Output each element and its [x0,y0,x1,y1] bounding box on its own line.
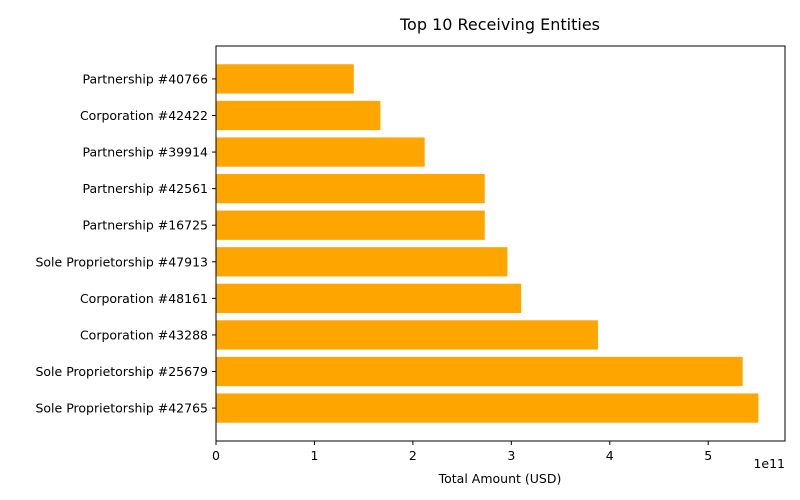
y-tick-label: Partnership #39914 [83,145,209,160]
x-axis-offset-label: 1e11 [753,456,785,471]
y-tick-label: Partnership #42561 [83,181,208,196]
bar [216,283,522,313]
bar [216,100,381,131]
bar [216,210,485,240]
x-tick-label: 5 [704,448,712,463]
x-tick-layer: 0 1 2 3 4 5 [212,441,712,463]
bar [216,137,425,167]
bar [216,393,759,423]
plot-frame [215,45,786,442]
bar [216,64,354,94]
y-tick-label: Partnership #40766 [83,71,209,86]
bars-layer [216,64,759,423]
y-tick-label: Sole Proprietorship #25679 [35,364,208,379]
x-tick-label: 1 [310,448,318,463]
bar [216,247,508,277]
y-tick-label: Partnership #16725 [83,218,208,233]
y-tick-label: Sole Proprietorship #47913 [35,254,208,269]
x-axis-label: Total Amount (USD) [438,471,562,486]
y-tick-layer: Partnership #40766 Corporation #42422 Part… [35,71,216,416]
y-tick-label: Corporation #43288 [80,327,208,342]
y-tick-label: Corporation #42422 [80,108,208,123]
bar [216,174,485,204]
x-tick-label: 4 [606,448,614,463]
x-tick-label: 3 [507,448,515,463]
y-tick-label: Corporation #48161 [80,291,208,306]
x-tick-label: 0 [212,448,220,463]
bar [216,356,743,387]
x-tick-label: 2 [409,448,417,463]
y-tick-label: Sole Proprietorship #42765 [35,401,208,416]
bar [216,320,598,350]
chart-title: Top 10 Receiving Entities [399,15,600,34]
